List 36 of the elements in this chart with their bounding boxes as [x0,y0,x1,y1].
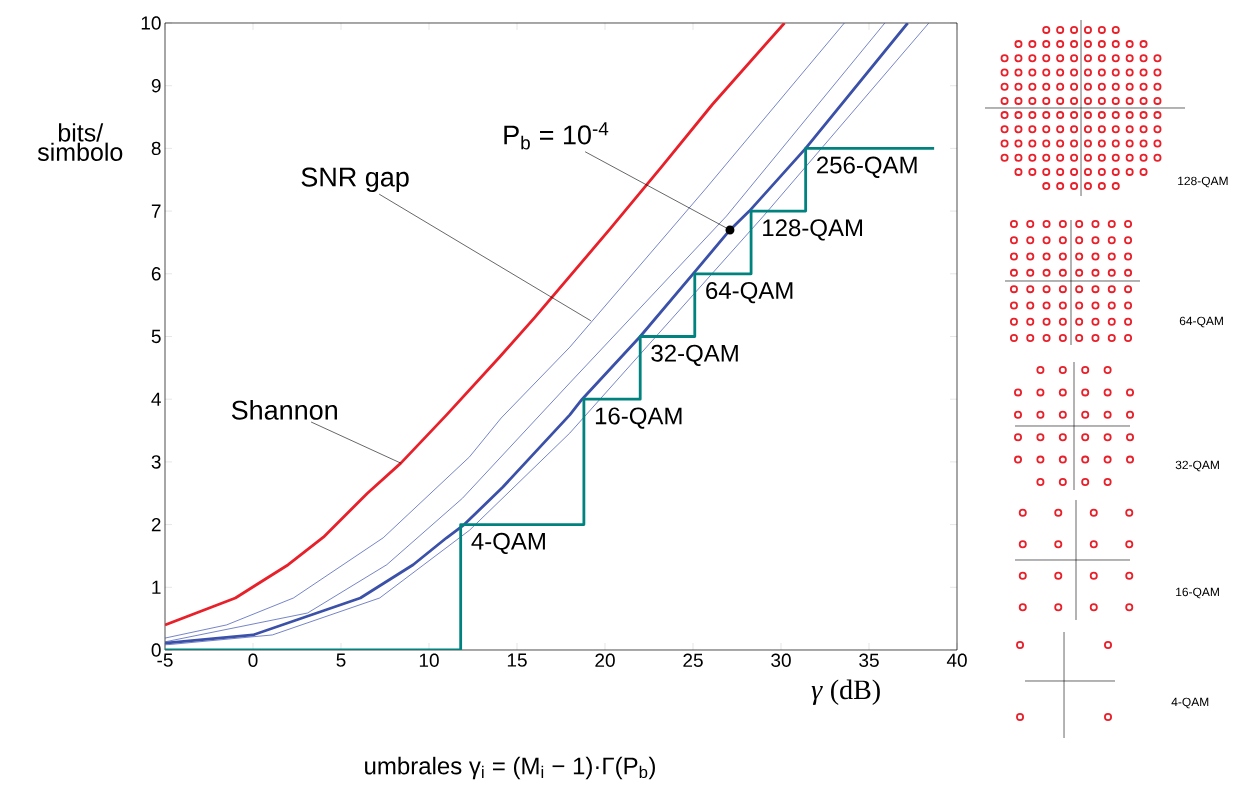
annotation: 16-QAM [595,407,682,429]
x-tick-label: 5 [336,653,346,667]
y-tick-label: 10 [141,16,161,30]
y-axis-title: bits/ simbolo [37,123,123,161]
x-tick-label: 20 [595,653,615,667]
annotation: 128-QAM [763,219,863,241]
x-axis-title: γ (dB) [811,679,880,705]
annotation: 4-QAM [471,532,545,555]
x-tick-label: 30 [771,653,791,667]
y-tick-label: 9 [151,78,161,93]
text: 64-QAM [1179,316,1223,328]
y-tick-label: 2 [151,517,161,532]
annotation: Shannon [231,399,337,420]
annotation: SNR gap [301,167,409,192]
text: umbrales γ$_{i}$ = (M$_{i}$ − 1)·Γ(P$_{b}$) [365,756,655,780]
x-tick-label: 35 [859,653,879,667]
y-tick-label: 4 [151,392,161,406]
x-tick-label: 10 [419,653,439,667]
x-tick-label: 0 [248,653,258,667]
text: 16-QAM [1176,587,1219,599]
text: 32-QAM [1175,460,1219,472]
y-tick-label: 5 [151,329,161,344]
y-tick-label: 1 [152,580,161,594]
annotation: 32-QAM [651,344,738,366]
annotation: P$_{b}$ = 10$^{-4}$ [504,122,609,150]
x-tick-label: 40 [946,653,967,667]
y-tick-label: 6 [151,267,161,281]
x-tick-label: 15 [507,653,527,667]
x-tick-label: 25 [683,653,703,667]
annotation: 64-QAM [706,282,793,304]
text: 4-QAM [1171,697,1209,709]
text: 128-QAM [1178,176,1228,188]
annotation: 256-QAM [817,156,917,178]
y-tick-label: 8 [151,141,161,156]
y-tick-label: 3 [151,455,161,469]
y-tick-label: 7 [151,204,161,218]
